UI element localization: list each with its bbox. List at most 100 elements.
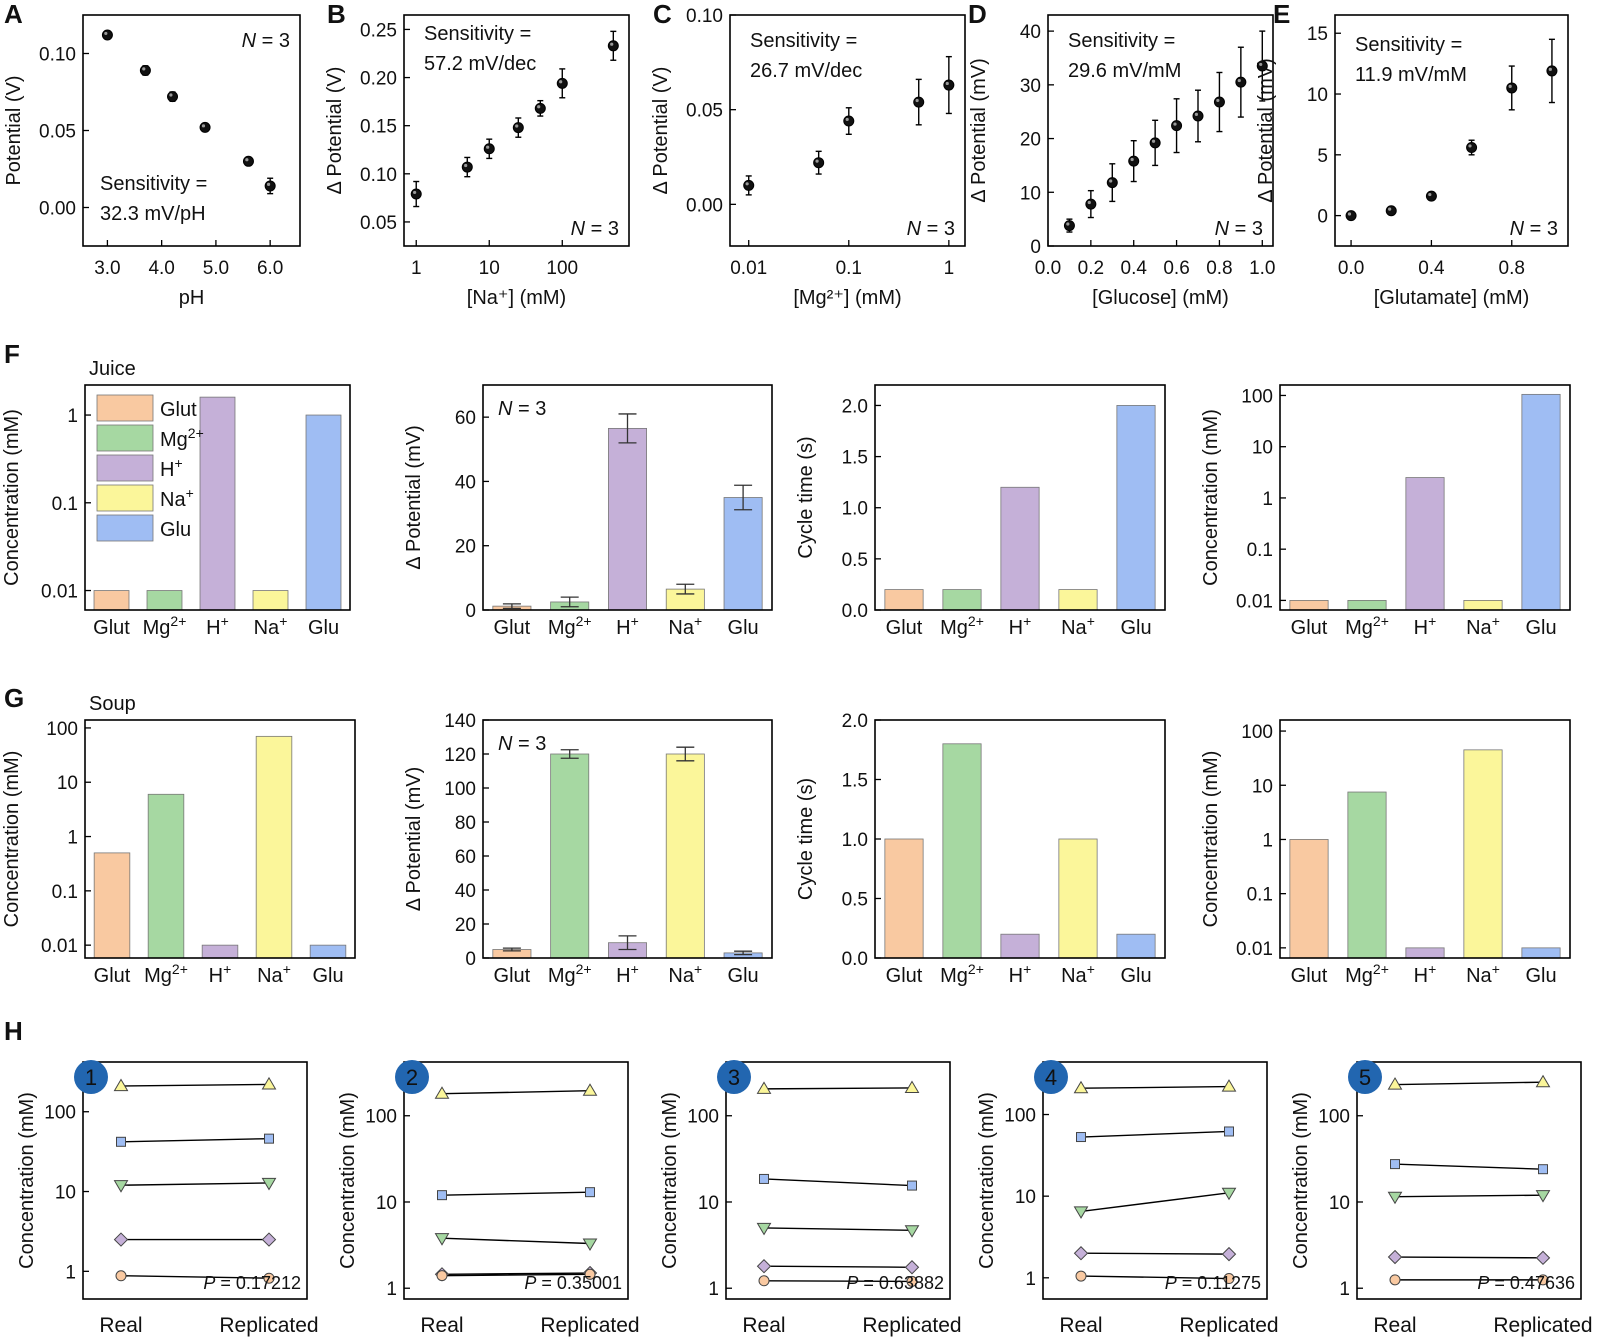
point-highlight xyxy=(104,31,108,36)
bar-glu xyxy=(1116,933,1156,959)
data-point xyxy=(167,91,179,103)
y-axis-label: Concentration (mM) xyxy=(659,1092,681,1269)
panel-f1: Glut Mg2+ H+ Na+ Glu 0.01 0.1 1 Concentration (m… xyxy=(1,384,351,639)
bar-mg xyxy=(146,590,183,611)
legend-swatch xyxy=(96,424,154,452)
bar-na xyxy=(1463,749,1503,959)
marker-diamond xyxy=(113,1232,129,1247)
series-line-mg xyxy=(1080,1192,1230,1213)
point-highlight xyxy=(1388,207,1392,211)
bar-na xyxy=(665,753,705,959)
x-category-label: Glu xyxy=(1120,617,1151,639)
n-label: N = 3 xyxy=(498,733,546,755)
y-tick-label: 0.05 xyxy=(686,101,723,122)
point-highlight xyxy=(1428,192,1432,197)
marker-triangle-up xyxy=(582,1083,598,1096)
x-tick-label: 0.2 xyxy=(1078,258,1104,279)
bar-na xyxy=(1058,589,1098,611)
marker-circle xyxy=(263,1272,275,1284)
x-category-real: Real xyxy=(420,1314,463,1337)
data-point xyxy=(743,179,755,191)
panel-letter-f: F xyxy=(4,339,20,369)
p-value-label: P = 0.35001 xyxy=(524,1273,622,1293)
bar-h xyxy=(1000,933,1040,959)
p-value-label: P = 0.63882 xyxy=(846,1273,944,1293)
x-tick-label: 0.4 xyxy=(1418,258,1445,279)
x-axis-label: [Mg²⁺] (mM) xyxy=(793,287,901,309)
x-axis-label: pH xyxy=(179,287,205,309)
group-label-juice: Juice xyxy=(89,358,136,380)
n-label: N = 3 xyxy=(1510,218,1558,240)
x-category-label: Glut xyxy=(886,617,923,639)
x-category-label: Glut xyxy=(494,617,531,639)
marker-diamond xyxy=(1387,1249,1403,1265)
y-tick-label: 0 xyxy=(465,601,476,622)
x-category-real: Real xyxy=(1059,1314,1102,1337)
series-line-glu xyxy=(763,1178,913,1187)
series-line-glut xyxy=(120,1275,270,1279)
sensitivity-label: Sensitivity = xyxy=(100,173,207,195)
x-category-label: H+ xyxy=(616,613,639,639)
bar-na xyxy=(1463,600,1503,611)
y-axis-label: Concentration (mM) xyxy=(1,409,23,586)
x-category-label: Na+ xyxy=(254,613,288,639)
marker-diamond xyxy=(1535,1250,1551,1266)
point-highlight xyxy=(1347,212,1352,216)
x-tick-label: 0.0 xyxy=(1338,258,1364,279)
y-tick-label: 10 xyxy=(55,1183,76,1204)
data-point xyxy=(101,29,113,41)
plot-frame xyxy=(482,719,773,959)
x-tick-label: 5.0 xyxy=(203,258,229,279)
x-category-label: Na+ xyxy=(1061,961,1095,987)
y-tick-label: 0 xyxy=(1317,207,1328,228)
plot-frame xyxy=(1356,1061,1582,1300)
x-category-label: Glut xyxy=(494,965,531,987)
y-tick-label: 0.5 xyxy=(842,550,868,571)
plot-frame xyxy=(403,1061,629,1300)
legend-swatch xyxy=(96,484,154,512)
marker-triangle-up xyxy=(1073,1080,1089,1094)
point-highlight xyxy=(815,159,819,163)
marker-diamond xyxy=(261,1232,277,1247)
y-tick-label: 10 xyxy=(1252,438,1273,459)
data-point xyxy=(1192,110,1204,122)
x-category-label: Glu xyxy=(308,617,339,639)
y-tick-label: 100 xyxy=(46,719,78,740)
x-tick-label: 0.4 xyxy=(1121,258,1148,279)
bar-h xyxy=(201,944,239,959)
y-tick-label: 0 xyxy=(1030,237,1041,258)
sensitivity-value: 32.3 mV/pH xyxy=(100,203,206,225)
marker-diamond xyxy=(904,1260,920,1275)
point-highlight xyxy=(1259,62,1263,67)
badge-circle xyxy=(1034,1060,1068,1094)
point-highlight xyxy=(1066,222,1070,226)
x-category-label: Glu xyxy=(1525,617,1556,639)
x-category-label: Na+ xyxy=(257,961,291,987)
marker-square xyxy=(585,1187,595,1198)
y-tick-label: 1 xyxy=(65,1262,76,1283)
series-line-na xyxy=(763,1087,913,1090)
x-category-label: Mg2+ xyxy=(940,613,984,639)
point-highlight xyxy=(201,124,206,128)
legend-swatch xyxy=(96,394,154,422)
sensitivity-label: Sensitivity = xyxy=(750,30,857,52)
y-tick-label: 2.0 xyxy=(842,396,868,417)
plot-frame xyxy=(1042,1061,1268,1300)
legend-label: Glut xyxy=(160,399,197,421)
bar-na xyxy=(1058,838,1098,959)
panel-g2: Glut Mg2+ H+ Na+ Glu 0 20 40 60 80 100 120 140 Δ Pote… xyxy=(403,711,773,987)
y-tick-label: 1.0 xyxy=(842,499,868,520)
y-tick-label: 0.10 xyxy=(39,45,76,66)
panel-h3: 1 10 100 Concentration (mM) Real Replicated P … xyxy=(659,1060,962,1337)
sensitivity-label: Sensitivity = xyxy=(1355,34,1462,56)
series-line-na xyxy=(1394,1081,1544,1086)
series-line-glut xyxy=(763,1280,913,1283)
x-category-label: Glu xyxy=(728,617,759,639)
y-tick-label: 100 xyxy=(444,779,476,800)
y-axis-label: Concentration (mM) xyxy=(16,1092,38,1269)
x-category-label: Na+ xyxy=(1466,961,1500,987)
marker-triangle-down xyxy=(261,1177,277,1191)
point-highlight xyxy=(1109,179,1113,183)
plot-frame xyxy=(403,14,630,247)
series-line-mg xyxy=(120,1182,270,1186)
